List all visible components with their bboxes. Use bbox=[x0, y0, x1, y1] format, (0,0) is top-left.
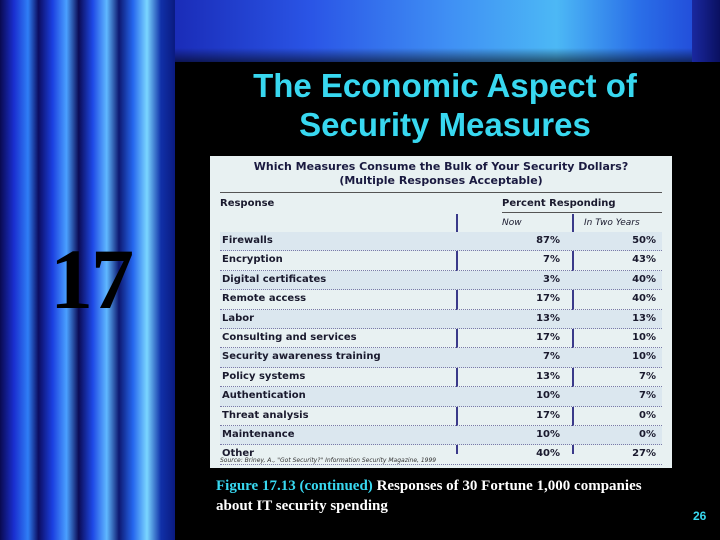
row-now: 13% bbox=[536, 312, 560, 324]
column-divider-right bbox=[572, 214, 574, 454]
row-response: Threat analysis bbox=[222, 409, 309, 421]
table-title: Which Measures Consume the Bulk of Your … bbox=[210, 160, 672, 188]
subheader-now: Now bbox=[502, 218, 522, 228]
row-now: 10% bbox=[536, 428, 560, 440]
row-response: Maintenance bbox=[222, 428, 295, 440]
table-top-rule bbox=[220, 192, 662, 193]
row-now: 17% bbox=[536, 293, 560, 305]
header-percent: Percent Responding bbox=[502, 198, 616, 209]
row-now: 7% bbox=[543, 254, 560, 266]
caption-text: Responses of 30 Fortune 1,000 companies … bbox=[216, 478, 642, 514]
table-row: Consulting and services 17% 10% bbox=[220, 329, 662, 349]
slide-title-line1: The Economic Aspect of bbox=[253, 67, 637, 104]
row-two-years: 40% bbox=[632, 293, 656, 305]
row-two-years: 10% bbox=[632, 351, 656, 363]
header-response: Response bbox=[220, 198, 275, 209]
row-now: 40% bbox=[536, 448, 560, 460]
row-response: Other bbox=[222, 448, 255, 460]
table-row: Digital certificates 3% 40% bbox=[220, 270, 662, 291]
row-now: 3% bbox=[543, 273, 560, 285]
row-now: 13% bbox=[536, 370, 560, 382]
table-row: Firewalls 87% 50% bbox=[220, 232, 662, 252]
page-number: 26 bbox=[693, 509, 707, 523]
row-response: Remote access bbox=[222, 293, 307, 305]
row-now: 10% bbox=[536, 390, 560, 402]
subheader-two-years: In Two Years bbox=[584, 218, 640, 228]
row-response: Consulting and services bbox=[222, 331, 357, 343]
row-response: Policy systems bbox=[222, 370, 306, 382]
row-two-years: 27% bbox=[632, 448, 656, 460]
row-two-years: 13% bbox=[632, 312, 656, 324]
table-row: Labor 13% 13% bbox=[220, 309, 662, 329]
table-row: Maintenance 10% 0% bbox=[220, 425, 662, 446]
figure-label: Figure 17.13 (continued) bbox=[216, 478, 373, 494]
row-two-years: 40% bbox=[632, 273, 656, 285]
survey-table-image: Which Measures Consume the Bulk of Your … bbox=[210, 156, 672, 468]
row-two-years: 7% bbox=[639, 390, 656, 402]
slide-title-line2: Security Measures bbox=[299, 106, 591, 143]
row-response: Authentication bbox=[222, 390, 306, 402]
header-sub-rule bbox=[502, 212, 662, 213]
row-two-years: 43% bbox=[632, 254, 656, 266]
table-row: Encryption 7% 43% bbox=[220, 251, 662, 271]
table-body: Firewalls 87% 50% Encryption 7% 43% Digital ce… bbox=[220, 232, 662, 465]
row-now: 17% bbox=[536, 409, 560, 421]
right-edge-band bbox=[692, 0, 720, 62]
row-response: Security awareness training bbox=[222, 351, 381, 363]
row-two-years: 0% bbox=[639, 409, 656, 421]
left-gradient-stripes bbox=[0, 0, 175, 540]
row-now: 17% bbox=[536, 331, 560, 343]
row-now: 7% bbox=[543, 351, 560, 363]
top-gradient-band bbox=[175, 0, 720, 62]
table-source: Source: Briney, A., "Got Security?" Info… bbox=[220, 457, 437, 464]
column-divider-left bbox=[456, 214, 458, 454]
chapter-number: 17 bbox=[50, 231, 134, 327]
figure-caption: Figure 17.13 (continued) Responses of 30… bbox=[216, 476, 656, 516]
table-title-line2: (Multiple Responses Acceptable) bbox=[339, 174, 543, 187]
table-row: Threat analysis 17% 0% bbox=[220, 407, 662, 426]
table-row: Security awareness training 7% 10% bbox=[220, 348, 662, 368]
row-response: Encryption bbox=[222, 254, 283, 266]
row-response: Digital certificates bbox=[222, 273, 327, 285]
row-two-years: 7% bbox=[639, 370, 656, 382]
row-response: Labor bbox=[222, 312, 255, 324]
row-now: 87% bbox=[536, 235, 560, 246]
table-title-line1: Which Measures Consume the Bulk of Your … bbox=[253, 160, 629, 173]
table-row: Authentication 10% 7% bbox=[220, 387, 662, 407]
row-two-years: 0% bbox=[639, 428, 656, 440]
table-row: Other 40% 27% bbox=[220, 445, 662, 465]
table-row: Remote access 17% 40% bbox=[220, 290, 662, 310]
slide-title: The Economic Aspect of Security Measures bbox=[190, 66, 700, 144]
table-row: Policy systems 13% 7% bbox=[220, 368, 662, 388]
row-two-years: 50% bbox=[632, 235, 656, 246]
row-two-years: 10% bbox=[632, 331, 656, 343]
row-response: Firewalls bbox=[222, 235, 273, 246]
